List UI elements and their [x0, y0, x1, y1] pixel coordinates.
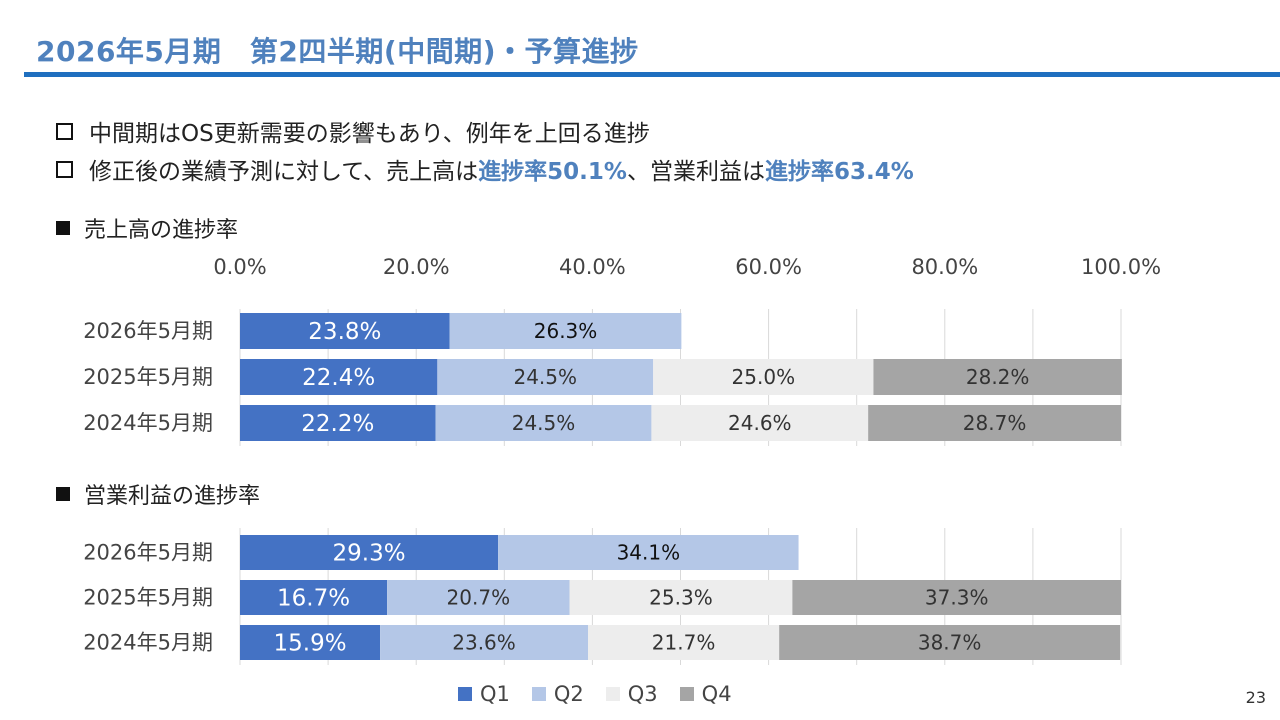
sales-axis-tick-label: 60.0%: [735, 255, 802, 279]
profit-bar-q4: [779, 625, 1121, 660]
profit-data-label-q2: 34.1%: [617, 541, 681, 565]
legend-item-q4: Q4: [679, 682, 732, 706]
legend: Q1 Q2 Q3 Q4: [458, 682, 754, 706]
bullet-1-text: 中間期はOS更新需要の影響もあり、例年を上回る進捗: [89, 121, 650, 147]
sales-axis-tick-label: 100.0%: [1081, 255, 1161, 279]
profit-bar-q2: [380, 625, 588, 660]
legend-swatch-q4: [679, 687, 694, 701]
legend-swatch-q3: [605, 687, 620, 701]
sales-data-label-q4: 28.2%: [966, 365, 1030, 389]
profit-bar-q3: [569, 580, 793, 615]
profit-bar-q2: [387, 580, 570, 615]
sales-data-label-q2: 24.5%: [513, 365, 577, 389]
sales-bar-q4: [873, 359, 1122, 395]
sales-bar-q2: [435, 405, 652, 441]
legend-label-q2: Q2: [553, 682, 584, 706]
sales-data-label-q3: 24.6%: [728, 411, 792, 435]
legend-item-q2: Q2: [531, 682, 584, 706]
profit-category-label: 2026年5月期: [83, 541, 213, 565]
sales-category-label: 2026年5月期: [83, 319, 213, 343]
square-bullet-icon: [56, 221, 70, 235]
section-title-sales: 売上高の進捗率: [84, 218, 239, 243]
profit-bar-q1: [240, 535, 499, 570]
profit-category-label: 2025年5月期: [83, 586, 213, 610]
bullet-2-highlight-profit: 進捗率63.4%: [764, 159, 914, 185]
square-bullet-icon: [56, 487, 70, 501]
profit-bar-q2: [498, 535, 799, 570]
title-underline: [24, 72, 1280, 77]
profit-data-label-q4: 37.3%: [925, 586, 989, 610]
profit-data-label-q3: 25.3%: [649, 586, 713, 610]
legend-label-q4: Q4: [701, 682, 732, 706]
sales-bar-q1: [240, 359, 438, 395]
profit-category-label: 2024年5月期: [83, 631, 213, 655]
profit-bar-q4: [792, 580, 1121, 615]
sales-data-label-q2: 26.3%: [534, 319, 598, 343]
bullet-2-pre: 修正後の業績予測に対して、売上高は: [89, 159, 479, 185]
sales-data-label-q2: 24.5%: [512, 411, 576, 435]
bullet-2: 修正後の業績予測に対して、売上高は 進捗率50.1% 、営業利益は 進捗率63.4%: [56, 152, 914, 186]
bullet-1: 中間期はOS更新需要の影響もあり、例年を上回る進捗: [56, 114, 650, 148]
bullet-2-mid: 、営業利益は: [626, 159, 765, 185]
sales-bar-q2: [449, 313, 682, 349]
profit-bar-q1: [240, 580, 388, 615]
sales-data-label-q3: 25.0%: [732, 365, 796, 389]
legend-item-q3: Q3: [605, 682, 658, 706]
sales-data-label-q4: 28.7%: [963, 411, 1027, 435]
sales-axis-tick-label: 0.0%: [213, 255, 266, 279]
legend-swatch-q2: [531, 687, 546, 701]
section-heading-sales: 売上高の進捗率: [56, 212, 238, 244]
legend-label-q1: Q1: [480, 682, 510, 706]
sales-data-label-q1: 22.4%: [302, 365, 375, 391]
profit-data-label-q1: 16.7%: [277, 586, 350, 612]
sales-category-label: 2024年5月期: [83, 411, 213, 435]
sales-bar-q1: [240, 405, 436, 441]
profit-data-label-q3: 21.7%: [652, 631, 716, 655]
legend-label-q3: Q3: [627, 682, 658, 706]
checkbox-bullet-icon: [56, 160, 73, 178]
sales-axis-tick-label: 80.0%: [911, 255, 978, 279]
sales-axis-tick-label: 40.0%: [559, 255, 626, 279]
profit-bar-q1: [240, 625, 381, 660]
sales-axis-tick-label: 20.0%: [383, 255, 450, 279]
sales-category-label: 2025年5月期: [83, 365, 213, 389]
sales-data-label-q1: 22.2%: [301, 411, 374, 437]
legend-item-q1: Q1: [458, 682, 510, 706]
section-title-profit: 営業利益の進捗率: [84, 484, 261, 509]
sales-bar-q3: [653, 359, 874, 395]
sales-bar-q1: [240, 313, 450, 349]
section-heading-profit: 営業利益の進捗率: [56, 478, 260, 510]
profit-data-label-q1: 15.9%: [274, 631, 347, 657]
profit-data-label-q2: 23.6%: [452, 631, 516, 655]
profit-data-label-q4: 38.7%: [918, 631, 982, 655]
sales-bar-q3: [651, 405, 869, 441]
page-number: 23: [1245, 688, 1266, 707]
profit-bar-q3: [587, 625, 780, 660]
checkbox-bullet-icon: [56, 122, 73, 140]
bullet-2-highlight-sales: 進捗率50.1%: [478, 159, 627, 185]
profit-data-label-q1: 29.3%: [333, 541, 406, 567]
sales-data-label-q1: 23.8%: [308, 319, 381, 345]
page-title: 2026年5月期 第2四半期(中間期)・予算進捗: [36, 35, 639, 68]
profit-data-label-q2: 20.7%: [447, 586, 511, 610]
legend-swatch-q1: [458, 687, 472, 701]
sales-bar-q4: [868, 405, 1121, 441]
sales-bar-q2: [437, 359, 654, 395]
